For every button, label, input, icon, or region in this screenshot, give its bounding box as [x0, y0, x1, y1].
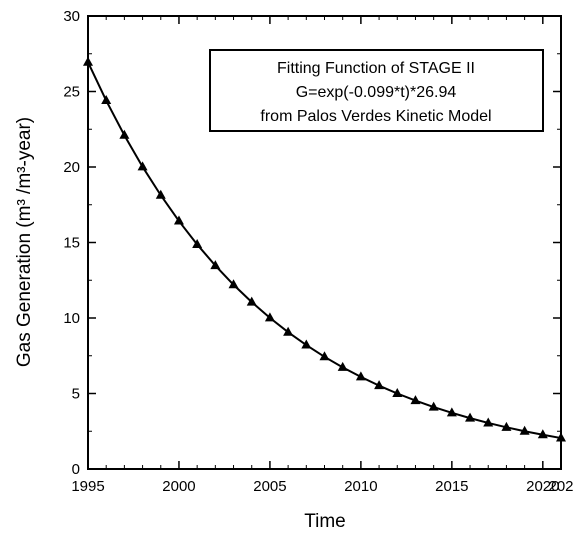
data-point-marker: [483, 417, 494, 427]
data-point-marker: [374, 380, 385, 390]
data-point-marker: [465, 412, 476, 422]
x-tick-label: 2010: [344, 478, 377, 495]
data-point-marker: [319, 351, 330, 361]
x-tick-label: 1995: [71, 478, 104, 495]
legend-frame: [209, 49, 544, 132]
legend-box: Fitting Function of STAGE II G=exp(-0.09…: [209, 49, 544, 132]
data-point-marker: [501, 421, 512, 431]
data-point-marker: [301, 339, 312, 349]
data-point-marker: [155, 189, 166, 199]
data-point-marker: [428, 401, 439, 411]
y-axis-label: Gas Generation (m³ /m³-year): [14, 117, 35, 367]
y-tick-label: 0: [72, 461, 80, 478]
data-point-marker: [83, 56, 93, 66]
x-axis-label: Time: [304, 511, 346, 532]
data-point-marker: [101, 95, 112, 105]
marker-layer: [83, 56, 566, 442]
annotation-line-3: from Palos Verdes Kinetic Model: [260, 108, 491, 125]
data-point-marker: [355, 371, 366, 381]
data-point-marker: [228, 279, 239, 289]
data-point-marker: [264, 312, 275, 322]
data-point-marker: [537, 429, 548, 439]
data-point-marker: [173, 215, 184, 225]
x-tick-label: 2005: [253, 478, 286, 495]
y-tick-label: 25: [63, 84, 80, 101]
y-tick-label: 30: [63, 8, 80, 25]
annotation-line-2: G=exp(-0.099*t)*26.94: [296, 84, 457, 101]
data-point-marker: [337, 361, 348, 371]
data-point-marker: [119, 129, 130, 139]
y-tick-label: 5: [72, 386, 80, 403]
x-tick-label: 2000: [162, 478, 195, 495]
data-point-marker: [246, 296, 257, 306]
data-point-marker: [210, 260, 221, 270]
data-point-marker: [519, 425, 530, 435]
data-point-marker: [392, 388, 403, 397]
data-point-marker: [137, 161, 148, 171]
data-point-marker: [556, 432, 566, 442]
data-point-marker: [410, 395, 421, 405]
y-tick-label: 20: [63, 159, 80, 176]
data-point-marker: [192, 238, 203, 248]
x-tick-label: 202: [548, 478, 573, 495]
y-tick-label: 15: [63, 235, 80, 252]
x-tick-label: 2020: [526, 478, 559, 495]
annotation-line-1: Fitting Function of STAGE II: [277, 60, 475, 77]
data-point-marker: [446, 407, 457, 417]
x-tick-label: 2015: [435, 478, 468, 495]
y-tick-label: 10: [63, 310, 80, 327]
data-point-marker: [283, 326, 294, 336]
